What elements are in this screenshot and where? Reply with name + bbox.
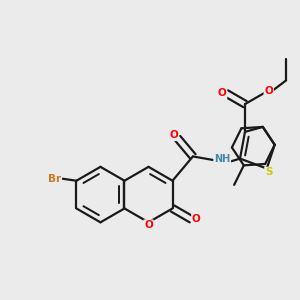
Text: O: O <box>169 130 178 140</box>
Text: Br: Br <box>48 174 61 184</box>
Text: NH: NH <box>214 154 230 164</box>
Text: S: S <box>265 167 272 178</box>
Text: O: O <box>144 220 153 230</box>
Text: O: O <box>264 86 273 96</box>
Text: O: O <box>192 214 201 224</box>
Text: O: O <box>218 88 226 98</box>
